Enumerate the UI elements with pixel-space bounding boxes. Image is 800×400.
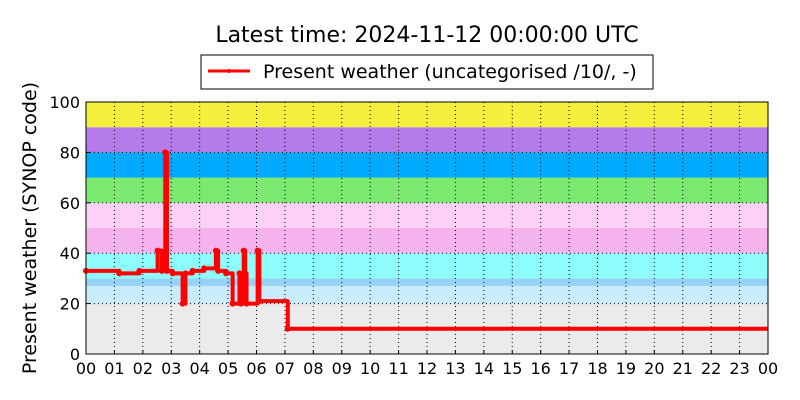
x-tick-label: 16 — [530, 359, 550, 378]
legend-marker-swatch — [227, 69, 231, 73]
background-band — [86, 127, 768, 153]
grid — [86, 102, 768, 354]
background-band — [86, 228, 768, 254]
x-tick-label: 08 — [303, 359, 323, 378]
data-point — [212, 247, 219, 254]
x-tick-label: 11 — [388, 359, 408, 378]
data-point — [236, 270, 243, 277]
background-band — [86, 152, 768, 178]
x-tick-label: 05 — [218, 359, 238, 378]
x-tick-label: 09 — [332, 359, 352, 378]
data-point — [240, 247, 247, 254]
data-point — [237, 300, 244, 307]
y-axis-ticks: 0 20 40 60 80 100 — [49, 93, 90, 364]
x-tick-label: 03 — [161, 359, 181, 378]
x-tick-label: 22 — [701, 359, 721, 378]
x-tick-label: 14 — [474, 359, 494, 378]
data-point — [154, 247, 161, 254]
x-tick-label: 13 — [445, 359, 465, 378]
x-tick-label: 19 — [616, 359, 636, 378]
y-axis-label: Present weather (SYNOP code) — [19, 82, 41, 374]
data-point — [243, 300, 250, 307]
x-tick-label: 23 — [729, 359, 749, 378]
x-tick-label: 01 — [104, 359, 124, 378]
y-tick-label: 0 — [70, 345, 80, 364]
data-point — [215, 267, 222, 274]
data-point — [256, 298, 263, 305]
x-tick-label: 07 — [275, 359, 295, 378]
x-tick-label: 06 — [246, 359, 266, 378]
series-lines — [83, 149, 768, 332]
x-tick-label: 00 — [76, 359, 96, 378]
x-tick-label: 10 — [360, 359, 380, 378]
data-point — [116, 270, 123, 277]
chart-title: Latest time: 2024-11-12 00:00:00 UTC — [215, 23, 638, 48]
y-tick-label: 100 — [49, 93, 80, 112]
x-tick-label: 20 — [644, 359, 664, 378]
x-tick-label: 18 — [587, 359, 607, 378]
x-tick-label: 02 — [133, 359, 153, 378]
data-point — [136, 267, 143, 274]
x-tick-label: 17 — [559, 359, 579, 378]
data-point — [163, 267, 170, 274]
data-point — [179, 300, 186, 307]
data-point — [201, 265, 208, 272]
data-point — [229, 300, 236, 307]
y-tick-label: 20 — [60, 295, 80, 314]
legend-box — [200, 54, 654, 90]
data-point — [254, 247, 261, 254]
legend-entry: Present weather (uncategorised /10/, -) — [263, 61, 637, 83]
data-point — [169, 270, 176, 277]
x-tick-label: 15 — [502, 359, 522, 378]
data-point — [162, 149, 169, 156]
legend: Present weather (uncategorised /10/, -) — [200, 54, 654, 90]
x-tick-label: 00 — [758, 359, 778, 378]
background-bands — [86, 102, 768, 354]
data-point — [242, 270, 249, 277]
x-tick-label: 04 — [189, 359, 209, 378]
data-point — [189, 267, 196, 274]
data-point — [223, 270, 230, 277]
y-tick-label: 60 — [60, 194, 80, 213]
data-point — [158, 267, 165, 274]
x-tick-label: 12 — [417, 359, 437, 378]
data-point — [284, 325, 291, 332]
x-tick-label: 21 — [673, 359, 693, 378]
y-tick-label: 80 — [60, 143, 80, 162]
y-tick-label: 40 — [60, 244, 80, 263]
series-line — [86, 150, 768, 331]
data-point — [182, 270, 189, 277]
x-axis-ticks: 00 01 02 03 04 05 06 07 08 09 10 11 12 13 14 15 16 17 18 19… — [76, 350, 778, 378]
